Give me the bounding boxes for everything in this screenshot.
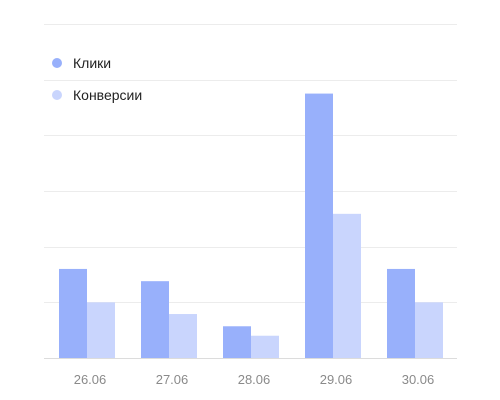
legend-label-conversions: Конверсии xyxy=(73,87,142,103)
legend-marker-clicks xyxy=(52,58,62,68)
bar-conversions-26.06[interactable] xyxy=(87,302,115,358)
bar-clicks-27.06[interactable] xyxy=(141,281,169,358)
bar-conversions-29.06[interactable] xyxy=(333,213,361,358)
x-tick-label: 27.06 xyxy=(156,372,189,387)
x-tick-label: 29.06 xyxy=(320,372,353,387)
bar-clicks-26.06[interactable] xyxy=(59,268,87,358)
x-tick-labels: 26.06 27.06 28.06 29.06 30.06 xyxy=(74,372,435,387)
legend-item-clicks[interactable]: Клики xyxy=(52,55,111,71)
bar-conversions-27.06[interactable] xyxy=(169,314,197,358)
bar-conversions-30.06[interactable] xyxy=(415,302,443,358)
legend-item-conversions[interactable]: Конверсии xyxy=(52,87,142,103)
bar-clicks-29.06[interactable] xyxy=(305,93,333,358)
bar-clicks-30.06[interactable] xyxy=(387,268,415,358)
x-tick-label: 28.06 xyxy=(238,372,271,387)
x-tick-label: 26.06 xyxy=(74,372,107,387)
bars-layer xyxy=(59,93,443,358)
bar-conversions-28.06[interactable] xyxy=(251,335,279,358)
legend-label-clicks: Клики xyxy=(73,55,111,71)
legend: Клики Конверсии xyxy=(52,55,142,103)
bar-clicks-28.06[interactable] xyxy=(223,326,251,358)
x-tick-label: 30.06 xyxy=(402,372,435,387)
legend-marker-conversions xyxy=(52,90,62,100)
